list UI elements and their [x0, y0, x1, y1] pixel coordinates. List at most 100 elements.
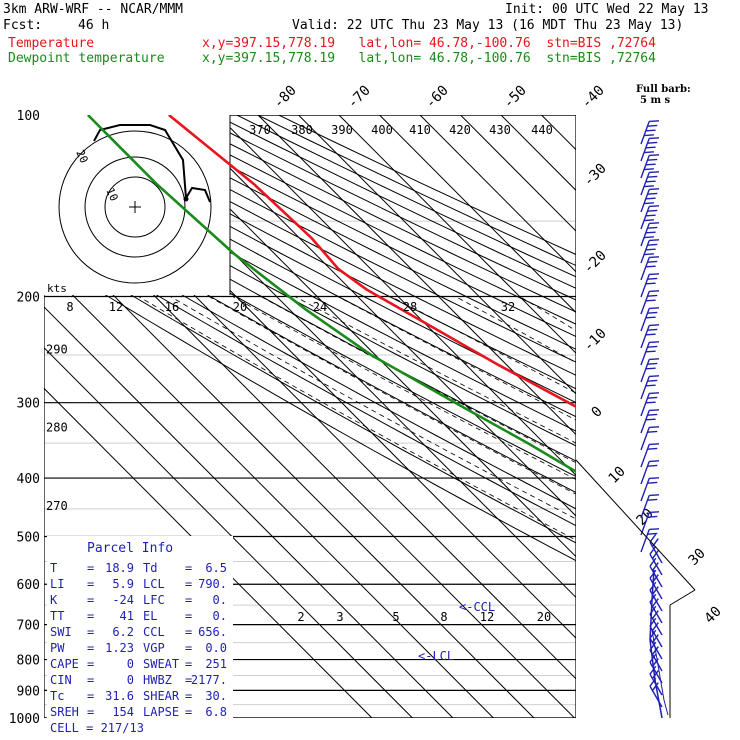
parcel-field-label: Td — [143, 561, 157, 575]
barb-flag — [647, 175, 658, 178]
barb-staff — [640, 495, 650, 519]
barb-flag — [645, 248, 656, 251]
parcel-field-label: SWI — [50, 625, 72, 639]
mixing-ratio-label: 2 — [297, 610, 304, 624]
parcel-field-value: 0. — [213, 609, 227, 623]
model-title: 3km ARW-WRF -- NCAR/MMM — [3, 2, 184, 17]
barb-flag — [649, 273, 660, 276]
speed-label: 20 — [233, 300, 247, 314]
isotherm — [176, 115, 576, 517]
wind-barb — [640, 290, 660, 315]
parcel-field-value: 154 — [112, 705, 134, 719]
mixing-ratio-label: 3 — [336, 610, 343, 624]
mixing-ratio-label: 20 — [537, 610, 551, 624]
parcel-field-eq: = — [185, 657, 192, 671]
pressure-label: 900 — [17, 684, 40, 699]
isotherm-label: -60 — [423, 83, 452, 112]
hodograph-ring-label: 20 — [73, 148, 90, 166]
barb-flag — [647, 430, 658, 433]
parcel-field-value: 790. — [198, 577, 227, 591]
barb-flag — [645, 180, 656, 183]
barb-flag — [649, 557, 657, 567]
isotherm — [44, 306, 454, 718]
parcel-field-value: 1.23 — [105, 641, 134, 655]
barb-flag — [647, 277, 658, 280]
theta-label: 420 — [449, 123, 471, 137]
barb-flag — [645, 214, 656, 217]
barb-staff — [640, 240, 650, 264]
barb-flag — [645, 367, 656, 370]
barb-trace — [651, 629, 669, 716]
barb-flag — [649, 665, 657, 675]
barb-flag — [649, 443, 660, 446]
barb-staff — [640, 512, 650, 536]
parcel-field-eq: = — [185, 625, 192, 639]
parcel-field-value: 5.9 — [112, 577, 134, 591]
speed-label: 12 — [109, 300, 123, 314]
theta-label: 280 — [46, 421, 68, 435]
hodograph: 10 20 kts — [44, 115, 231, 295]
barb-flag — [651, 550, 659, 559]
moist-adiabat — [455, 296, 576, 364]
isotherm — [44, 387, 373, 718]
mixing-ratio-label: 12 — [480, 610, 494, 624]
profiles — [86, 115, 576, 474]
barb-flag — [645, 146, 656, 149]
pressure-label: 100 — [17, 109, 40, 124]
barb-flag — [651, 682, 659, 691]
isotherm-label: 10 — [606, 464, 629, 487]
dry-adiabat — [44, 136, 576, 418]
barb-staff — [640, 274, 650, 298]
barb-flag — [647, 532, 658, 535]
parcel-field-eq: = — [185, 577, 192, 591]
isotherm-label: -10 — [581, 326, 610, 355]
barb-flag — [649, 511, 660, 514]
barb-staff — [640, 189, 650, 213]
hodograph-rings — [58, 124, 212, 284]
pressure-label: 1000 — [9, 712, 40, 727]
mixing-ratio-label: 8 — [440, 610, 447, 624]
barb-staff — [640, 206, 650, 230]
wind-barb — [640, 528, 660, 553]
parcel-cell: CELL = 217/13 — [50, 721, 144, 735]
parcel-field-label: CAPE — [50, 657, 79, 671]
dry-adiabat — [215, 115, 576, 289]
isotherm — [419, 115, 576, 273]
parcel-info-panel: Parcel Info T = 18.9 Td = 6.5 LI = 5.9 LCL = 790. K = -… — [47, 536, 233, 735]
init-time: Init: 00 UTC Wed 22 May 13 — [505, 2, 709, 17]
barb-staff — [640, 359, 650, 383]
hodograph-ring — [84, 156, 186, 258]
barb-flag — [647, 124, 658, 127]
wind-barb — [640, 409, 660, 434]
isotherm-label: -70 — [345, 83, 374, 112]
wind-barb — [640, 358, 660, 383]
barb-flag — [644, 253, 654, 256]
isotherm-label: -80 — [271, 83, 300, 112]
isotherm-label: 0 — [589, 404, 606, 421]
dewpoint-location: x,y=397.15,778.19 lat,lon= 46.78,-100.76… — [202, 51, 656, 66]
barb-staff — [640, 478, 650, 502]
parcel-field-label: SHEAR — [143, 689, 180, 703]
parcel-field-eq: = — [87, 705, 94, 719]
barb-flag — [649, 375, 660, 378]
parcel-field-eq: = — [87, 593, 94, 607]
barb-flag — [649, 307, 660, 310]
parcel-field-value: 41 — [120, 609, 134, 623]
isotherm — [136, 115, 576, 558]
hodograph-background — [44, 115, 230, 295]
barb-flag — [647, 209, 658, 212]
dry-adiabat — [44, 200, 576, 494]
hodograph-storm-motion — [183, 196, 189, 202]
wind-barb — [640, 324, 660, 349]
barb-staff — [640, 342, 650, 366]
isotherm — [44, 224, 535, 718]
barb-flag — [649, 533, 657, 543]
pressure-label: 500 — [17, 530, 40, 545]
barb-flag — [647, 328, 658, 331]
dry-adiabat — [44, 186, 576, 478]
isotherm-label: 30 — [686, 546, 709, 569]
barb-flag — [644, 236, 654, 239]
barb-staff — [640, 121, 650, 145]
parcel-field-label: PW — [50, 641, 65, 655]
isotherm-label: -30 — [581, 161, 610, 190]
